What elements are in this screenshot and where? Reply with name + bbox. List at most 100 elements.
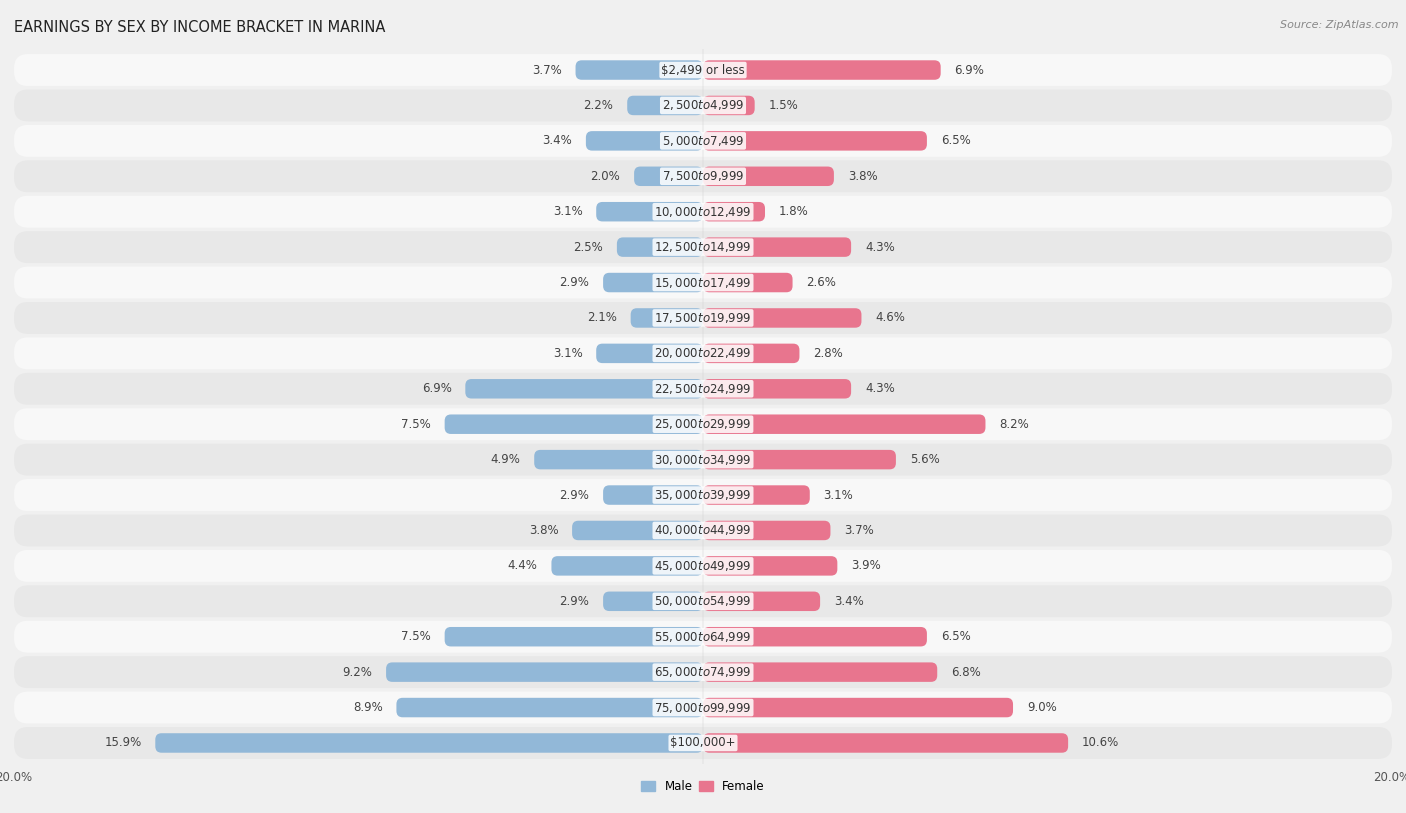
FancyBboxPatch shape: [14, 515, 1392, 546]
FancyBboxPatch shape: [703, 379, 851, 398]
FancyBboxPatch shape: [703, 698, 1012, 717]
Text: 2.2%: 2.2%: [583, 99, 613, 112]
Text: 1.5%: 1.5%: [769, 99, 799, 112]
FancyBboxPatch shape: [387, 663, 703, 682]
FancyBboxPatch shape: [14, 550, 1392, 582]
FancyBboxPatch shape: [703, 344, 800, 363]
FancyBboxPatch shape: [14, 585, 1392, 617]
FancyBboxPatch shape: [703, 592, 820, 611]
FancyBboxPatch shape: [617, 237, 703, 257]
FancyBboxPatch shape: [14, 692, 1392, 724]
Text: $10,000 to $12,499: $10,000 to $12,499: [654, 205, 752, 219]
Text: 5.6%: 5.6%: [910, 453, 939, 466]
Text: 6.5%: 6.5%: [941, 630, 970, 643]
FancyBboxPatch shape: [14, 479, 1392, 511]
FancyBboxPatch shape: [627, 96, 703, 115]
Text: 4.9%: 4.9%: [491, 453, 520, 466]
FancyBboxPatch shape: [14, 408, 1392, 440]
Text: 6.9%: 6.9%: [955, 63, 984, 76]
Text: 3.4%: 3.4%: [834, 595, 863, 608]
FancyBboxPatch shape: [703, 131, 927, 150]
Text: $20,000 to $22,499: $20,000 to $22,499: [654, 346, 752, 360]
Text: 2.6%: 2.6%: [807, 276, 837, 289]
FancyBboxPatch shape: [603, 485, 703, 505]
FancyBboxPatch shape: [703, 167, 834, 186]
Text: Source: ZipAtlas.com: Source: ZipAtlas.com: [1281, 20, 1399, 30]
FancyBboxPatch shape: [534, 450, 703, 469]
FancyBboxPatch shape: [155, 733, 703, 753]
FancyBboxPatch shape: [14, 54, 1392, 86]
FancyBboxPatch shape: [703, 273, 793, 293]
Text: 6.8%: 6.8%: [950, 666, 981, 679]
FancyBboxPatch shape: [703, 627, 927, 646]
Text: $45,000 to $49,999: $45,000 to $49,999: [654, 559, 752, 573]
Text: 3.7%: 3.7%: [844, 524, 875, 537]
FancyBboxPatch shape: [14, 267, 1392, 298]
Text: $25,000 to $29,999: $25,000 to $29,999: [654, 417, 752, 431]
FancyBboxPatch shape: [572, 520, 703, 540]
FancyBboxPatch shape: [703, 415, 986, 434]
FancyBboxPatch shape: [703, 60, 941, 80]
FancyBboxPatch shape: [465, 379, 703, 398]
FancyBboxPatch shape: [703, 733, 1069, 753]
FancyBboxPatch shape: [703, 450, 896, 469]
Text: 1.8%: 1.8%: [779, 205, 808, 218]
FancyBboxPatch shape: [14, 231, 1392, 263]
FancyBboxPatch shape: [14, 125, 1392, 157]
Text: 3.8%: 3.8%: [529, 524, 558, 537]
FancyBboxPatch shape: [631, 308, 703, 328]
Text: 10.6%: 10.6%: [1083, 737, 1119, 750]
FancyBboxPatch shape: [596, 344, 703, 363]
FancyBboxPatch shape: [14, 444, 1392, 476]
Text: 9.2%: 9.2%: [343, 666, 373, 679]
FancyBboxPatch shape: [444, 415, 703, 434]
FancyBboxPatch shape: [703, 96, 755, 115]
FancyBboxPatch shape: [703, 202, 765, 221]
FancyBboxPatch shape: [14, 727, 1392, 759]
Text: $30,000 to $34,999: $30,000 to $34,999: [654, 453, 752, 467]
Text: 7.5%: 7.5%: [401, 418, 430, 431]
FancyBboxPatch shape: [603, 592, 703, 611]
Text: 2.1%: 2.1%: [588, 311, 617, 324]
FancyBboxPatch shape: [14, 302, 1392, 334]
Text: $2,500 to $4,999: $2,500 to $4,999: [662, 98, 744, 112]
FancyBboxPatch shape: [603, 273, 703, 293]
FancyBboxPatch shape: [703, 556, 838, 576]
Text: $40,000 to $44,999: $40,000 to $44,999: [654, 524, 752, 537]
Text: 3.1%: 3.1%: [553, 205, 582, 218]
FancyBboxPatch shape: [14, 373, 1392, 405]
Text: 3.1%: 3.1%: [553, 347, 582, 360]
FancyBboxPatch shape: [14, 621, 1392, 653]
Text: 4.6%: 4.6%: [875, 311, 905, 324]
Text: $5,000 to $7,499: $5,000 to $7,499: [662, 134, 744, 148]
FancyBboxPatch shape: [586, 131, 703, 150]
FancyBboxPatch shape: [14, 656, 1392, 688]
Text: 2.9%: 2.9%: [560, 595, 589, 608]
Text: 3.4%: 3.4%: [543, 134, 572, 147]
Text: $55,000 to $64,999: $55,000 to $64,999: [654, 630, 752, 644]
Text: $2,499 or less: $2,499 or less: [661, 63, 745, 76]
Text: 4.3%: 4.3%: [865, 241, 894, 254]
FancyBboxPatch shape: [14, 160, 1392, 192]
Text: $17,500 to $19,999: $17,500 to $19,999: [654, 311, 752, 325]
FancyBboxPatch shape: [444, 627, 703, 646]
Text: $65,000 to $74,999: $65,000 to $74,999: [654, 665, 752, 679]
FancyBboxPatch shape: [703, 308, 862, 328]
FancyBboxPatch shape: [575, 60, 703, 80]
Text: $50,000 to $54,999: $50,000 to $54,999: [654, 594, 752, 608]
FancyBboxPatch shape: [596, 202, 703, 221]
FancyBboxPatch shape: [634, 167, 703, 186]
Text: 4.4%: 4.4%: [508, 559, 537, 572]
FancyBboxPatch shape: [14, 89, 1392, 121]
FancyBboxPatch shape: [703, 485, 810, 505]
Text: 2.9%: 2.9%: [560, 276, 589, 289]
FancyBboxPatch shape: [703, 520, 831, 540]
Text: 3.8%: 3.8%: [848, 170, 877, 183]
FancyBboxPatch shape: [396, 698, 703, 717]
Text: 2.9%: 2.9%: [560, 489, 589, 502]
Text: $75,000 to $99,999: $75,000 to $99,999: [654, 701, 752, 715]
Text: 8.2%: 8.2%: [1000, 418, 1029, 431]
FancyBboxPatch shape: [703, 663, 938, 682]
Text: 2.5%: 2.5%: [574, 241, 603, 254]
Text: 4.3%: 4.3%: [865, 382, 894, 395]
